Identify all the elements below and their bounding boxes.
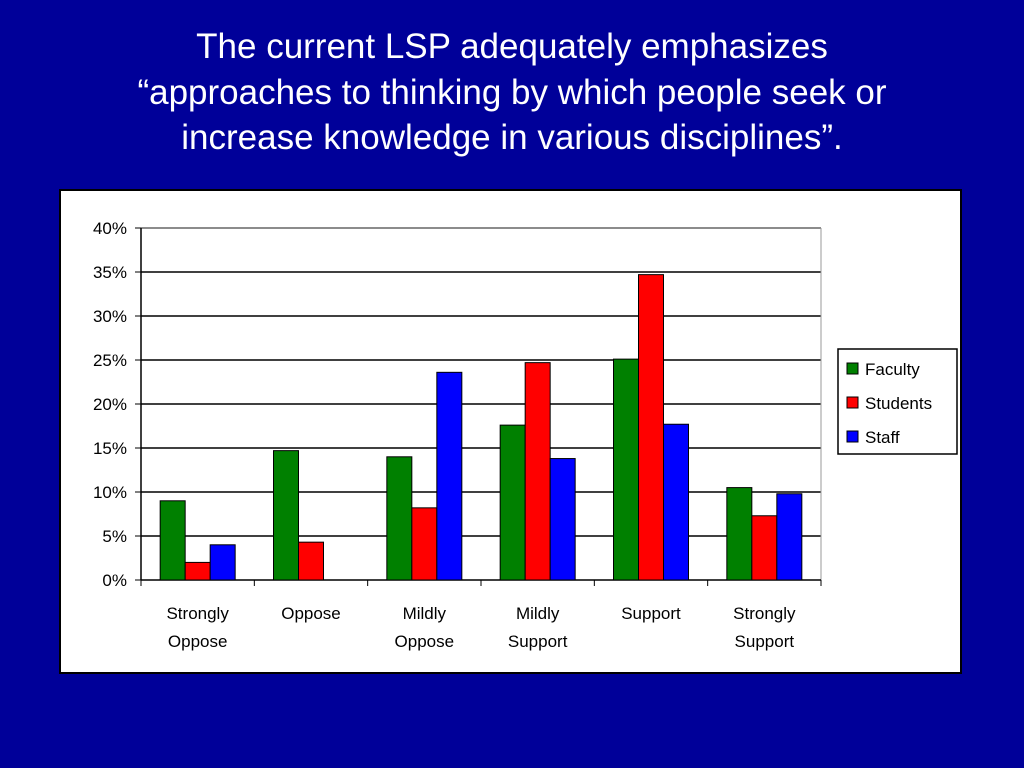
bar-students [184, 561, 211, 581]
legend-label-staff: Staff [865, 428, 900, 447]
bar-students [411, 507, 438, 581]
bar-staff [776, 493, 803, 581]
y-tick-label: 30% [93, 307, 127, 326]
x-tick-label: Support [621, 604, 681, 623]
legend-swatch-students [846, 396, 859, 409]
bar-faculty [726, 487, 753, 581]
x-tick-label: Strongly [733, 604, 796, 623]
legend-swatch-faculty [846, 362, 859, 375]
bar-staff [209, 544, 236, 581]
slide-title: The current LSP adequately emphasizes “a… [40, 24, 984, 161]
y-tick-label: 10% [93, 483, 127, 502]
chart-panel: 0% 5% 10% 15% 20% 25% 30% 35% 40% Strongly Oppose O… [59, 189, 962, 674]
x-tick-label: Support [508, 632, 568, 651]
bar-students [751, 515, 778, 581]
legend-swatch-staff [846, 430, 859, 443]
y-tick-label: 0% [102, 571, 127, 590]
x-tick-label: Mildly [403, 604, 447, 623]
x-tick-label: Support [735, 632, 795, 651]
bar-faculty [386, 456, 413, 581]
title-line-2: “approaches to thinking by which people … [137, 72, 887, 112]
legend-label-students: Students [865, 394, 932, 413]
y-tick-label: 35% [93, 263, 127, 282]
bar-faculty [499, 424, 526, 581]
legend-label-faculty: Faculty [865, 360, 920, 379]
x-tick-label: Oppose [395, 632, 455, 651]
bar-staff [663, 423, 689, 581]
bar-students [638, 274, 664, 581]
x-tick-label: Strongly [166, 604, 229, 623]
y-tick-label: 25% [93, 351, 127, 370]
bar-faculty [273, 450, 299, 581]
y-tick-label: 40% [93, 219, 127, 238]
bar-faculty [613, 358, 639, 581]
bar-students [524, 362, 551, 581]
y-tick-label: 20% [93, 395, 127, 414]
title-line-3: increase knowledge in various discipline… [181, 118, 843, 157]
x-tick-label: Oppose [281, 604, 341, 623]
y-tick-label: 15% [93, 439, 127, 458]
bar-chart: 0% 5% 10% 15% 20% 25% 30% 35% 40% Strongly Oppose O… [93, 219, 958, 651]
bar-faculty [159, 500, 186, 581]
bar-staff [549, 458, 576, 581]
bar-students [298, 541, 324, 581]
y-tick-label: 5% [102, 527, 127, 546]
title-line-1: The current LSP adequately emphasizes [196, 27, 828, 66]
bar-staff [436, 371, 463, 581]
x-tick-label: Mildly [516, 604, 560, 623]
x-tick-label: Oppose [168, 632, 228, 651]
